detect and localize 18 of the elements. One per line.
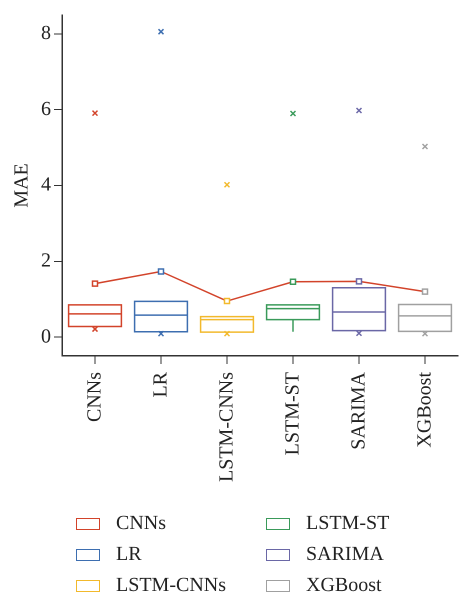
legend-label: LSTM-ST	[306, 512, 390, 535]
legend-label: SARIMA	[306, 543, 384, 566]
x-tick-label: XGBoost	[413, 372, 436, 448]
y-axis-title: MAE	[10, 163, 32, 208]
legend-label: LR	[116, 543, 142, 566]
y-tick-label: 0	[41, 325, 51, 348]
y-tick-label: 6	[41, 98, 51, 120]
x-tick-label: LR	[149, 371, 172, 398]
x-tick-label: LSTM-CNNs	[215, 372, 238, 482]
y-tick-label: 8	[41, 22, 51, 44]
y-tick-label: 4	[41, 174, 51, 196]
x-tick-label: CNNs	[83, 372, 106, 422]
legend-label: CNNs	[116, 512, 166, 535]
y-tick-label: 2	[41, 250, 51, 272]
x-tick-label: LSTM-ST	[281, 372, 304, 456]
legend-label: LSTM-CNNs	[116, 574, 226, 597]
x-tick-label: SARIMA	[347, 371, 370, 450]
legend-label: XGBoost	[306, 574, 382, 597]
